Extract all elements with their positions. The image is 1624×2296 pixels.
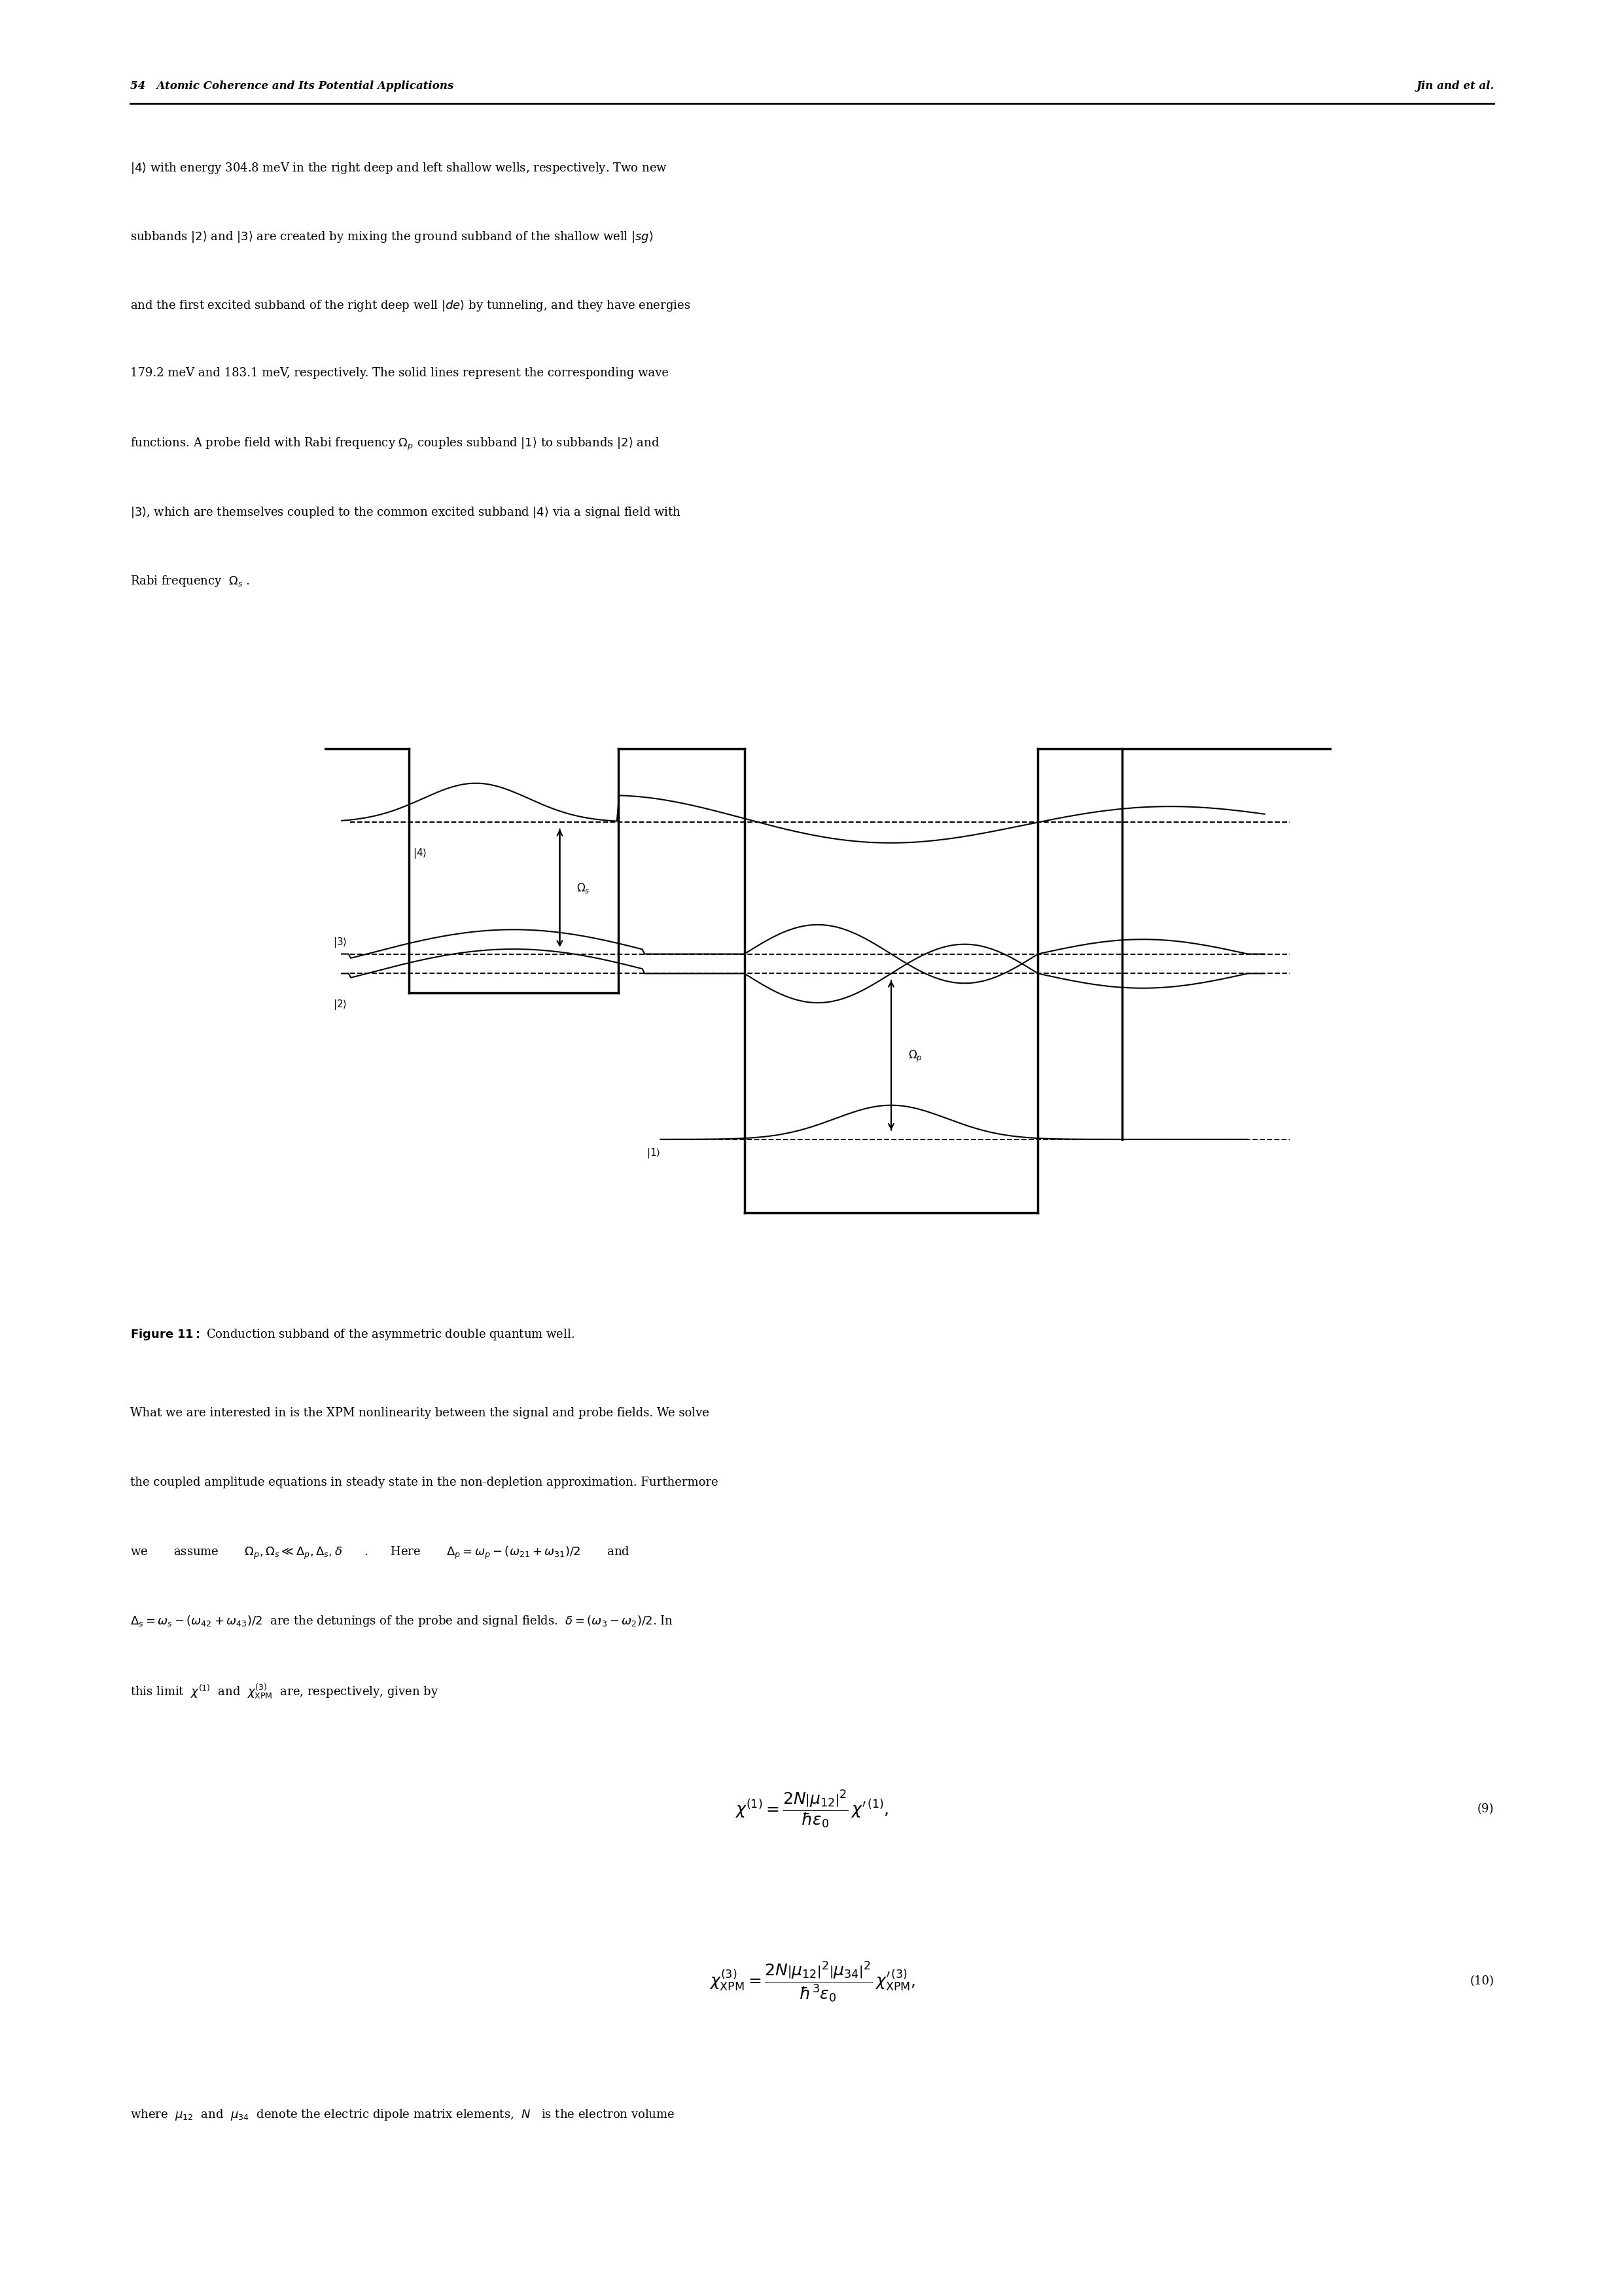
Text: $|3\rangle$: $|3\rangle$	[333, 937, 348, 948]
Text: $|2\rangle$: $|2\rangle$	[333, 999, 348, 1010]
Text: $\mathbf{Figure\ 11:}$ Conduction subband of the asymmetric double quantum well.: $\mathbf{Figure\ 11:}$ Conduction subban…	[130, 1327, 575, 1341]
Text: (9): (9)	[1478, 1802, 1494, 1816]
Text: (10): (10)	[1470, 1975, 1494, 1988]
Text: subbands $|2\rangle$ and $|3\rangle$ are created by mixing the ground subband of: subbands $|2\rangle$ and $|3\rangle$ are…	[130, 230, 653, 243]
Text: 54   Atomic Coherence and Its Potential Applications: 54 Atomic Coherence and Its Potential Ap…	[130, 80, 453, 92]
Text: $\chi^{(1)} = \dfrac{2N\left|\mu_{12}\right|^2}{\hbar\varepsilon_0}\,\chi^{\prim: $\chi^{(1)} = \dfrac{2N\left|\mu_{12}\ri…	[736, 1789, 888, 1830]
Text: we       assume       $\Omega_p,\Omega_s \ll \Delta_p,\Delta_s,\delta$      .   : we assume $\Omega_p,\Omega_s \ll \Delta_…	[130, 1545, 630, 1561]
Text: and the first excited subband of the right deep well $|de\rangle$ by tunneling, : and the first excited subband of the rig…	[130, 298, 690, 312]
Text: Jin and et al.: Jin and et al.	[1416, 80, 1494, 92]
Text: $|4\rangle$ with energy 304.8 meV in the right deep and left shallow wells, resp: $|4\rangle$ with energy 304.8 meV in the…	[130, 161, 667, 174]
Text: where  $\mu_{12}$  and  $\mu_{34}$  denote the electric dipole matrix elements, : where $\mu_{12}$ and $\mu_{34}$ denote t…	[130, 2108, 674, 2122]
Text: $|1\rangle$: $|1\rangle$	[646, 1146, 661, 1159]
Text: What we are interested in is the XPM nonlinearity between the signal and probe f: What we are interested in is the XPM non…	[130, 1407, 710, 1419]
Text: $\Omega_s$: $\Omega_s$	[577, 882, 590, 895]
Text: the coupled amplitude equations in steady state in the non-depletion approximati: the coupled amplitude equations in stead…	[130, 1476, 718, 1488]
Text: this limit  $\chi^{(1)}$  and  $\chi^{(3)}_{\rm XPM}$  are, respectively, given : this limit $\chi^{(1)}$ and $\chi^{(3)}_…	[130, 1683, 438, 1701]
Text: $\Delta_s = \omega_s - (\omega_{42}+\omega_{43})/2$  are the detunings of the pr: $\Delta_s = \omega_s - (\omega_{42}+\ome…	[130, 1614, 672, 1628]
Text: $\Omega_p$: $\Omega_p$	[908, 1049, 922, 1063]
Text: $\chi^{(3)}_{\rm XPM} = \dfrac{2N\left|\mu_{12}\right|^2\left|\mu_{34}\right|^2}: $\chi^{(3)}_{\rm XPM} = \dfrac{2N\left|\…	[710, 1961, 914, 2002]
Text: functions. A probe field with Rabi frequency $\Omega_p$ couples subband $|1\rang: functions. A probe field with Rabi frequ…	[130, 436, 659, 452]
Text: $|3\rangle$, which are themselves coupled to the common excited subband $|4\rang: $|3\rangle$, which are themselves couple…	[130, 505, 680, 519]
Text: 179.2 meV and 183.1 meV, respectively. The solid lines represent the correspondi: 179.2 meV and 183.1 meV, respectively. T…	[130, 367, 669, 379]
Text: $|4\rangle$: $|4\rangle$	[412, 847, 427, 859]
Text: Rabi frequency  $\Omega_s$ .: Rabi frequency $\Omega_s$ .	[130, 574, 250, 588]
